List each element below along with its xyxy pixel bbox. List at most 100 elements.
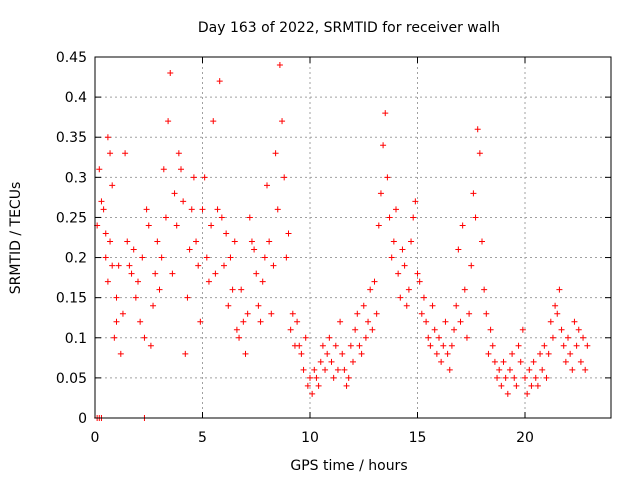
data-point bbox=[388, 254, 395, 261]
data-point bbox=[156, 286, 163, 293]
plot-frame bbox=[94, 56, 612, 419]
data-point bbox=[412, 198, 419, 205]
data-point bbox=[552, 302, 559, 309]
data-point bbox=[577, 358, 584, 365]
data-point bbox=[483, 310, 490, 317]
data-point bbox=[272, 150, 279, 157]
data-point bbox=[438, 358, 445, 365]
data-point bbox=[582, 366, 589, 373]
data-point bbox=[330, 374, 337, 381]
data-point bbox=[145, 222, 152, 229]
data-point bbox=[547, 318, 554, 325]
data-point bbox=[102, 230, 109, 237]
data-point bbox=[229, 286, 236, 293]
data-point bbox=[322, 366, 329, 373]
data-point bbox=[517, 358, 524, 365]
y-axis-label: SRMTID / TECUs bbox=[8, 182, 24, 295]
data-point bbox=[251, 246, 258, 253]
data-point bbox=[382, 110, 389, 117]
data-point bbox=[362, 334, 369, 341]
data-point bbox=[104, 134, 111, 141]
data-point bbox=[496, 366, 503, 373]
y-tick-label: 0.4 bbox=[65, 90, 87, 106]
data-point bbox=[537, 350, 544, 357]
data-point bbox=[334, 366, 341, 373]
data-point bbox=[328, 358, 335, 365]
data-point bbox=[300, 366, 307, 373]
data-point bbox=[403, 302, 410, 309]
data-point bbox=[343, 382, 350, 389]
data-point bbox=[494, 374, 501, 381]
data-point bbox=[524, 390, 531, 397]
data-point bbox=[513, 382, 520, 389]
data-point bbox=[289, 310, 296, 317]
data-point bbox=[96, 166, 103, 173]
data-point bbox=[459, 222, 466, 229]
data-point bbox=[173, 222, 180, 229]
data-point bbox=[195, 262, 202, 269]
data-point bbox=[190, 174, 197, 181]
data-point bbox=[100, 206, 107, 213]
data-point bbox=[193, 238, 200, 245]
data-point bbox=[227, 254, 234, 261]
x-axis-label: GPS time / hours bbox=[290, 458, 407, 474]
data-point bbox=[119, 310, 126, 317]
data-point bbox=[210, 118, 217, 125]
data-point bbox=[360, 302, 367, 309]
data-point bbox=[240, 318, 247, 325]
data-point bbox=[339, 350, 346, 357]
data-point bbox=[466, 310, 473, 317]
data-point bbox=[522, 374, 528, 381]
data-point bbox=[558, 326, 565, 333]
data-point bbox=[451, 326, 458, 333]
data-point bbox=[429, 302, 436, 309]
data-point bbox=[201, 174, 208, 181]
data-point bbox=[98, 198, 105, 205]
data-point bbox=[102, 254, 109, 261]
data-point bbox=[165, 118, 172, 125]
data-point bbox=[167, 70, 174, 77]
data-point bbox=[304, 382, 311, 389]
data-point bbox=[446, 366, 453, 373]
data-point bbox=[350, 358, 356, 365]
data-point bbox=[111, 334, 118, 341]
data-point bbox=[341, 366, 348, 373]
data-point bbox=[562, 358, 569, 365]
data-point bbox=[311, 366, 318, 373]
data-point bbox=[315, 382, 322, 389]
y-tick-label: 0.1 bbox=[65, 331, 87, 347]
y-tick-label: 0 bbox=[78, 411, 87, 427]
data-point bbox=[461, 286, 468, 293]
data-point bbox=[375, 222, 382, 229]
data-point bbox=[137, 318, 144, 325]
data-point bbox=[436, 334, 442, 341]
data-point bbox=[236, 334, 243, 341]
data-point bbox=[205, 278, 212, 285]
data-point bbox=[416, 278, 423, 285]
data-point bbox=[481, 286, 488, 293]
data-point bbox=[128, 270, 135, 277]
x-tick-label: 20 bbox=[516, 430, 534, 446]
data-point bbox=[371, 278, 378, 285]
data-point bbox=[109, 262, 116, 269]
data-point bbox=[152, 270, 159, 277]
data-point bbox=[369, 326, 376, 333]
data-point bbox=[113, 318, 120, 325]
data-point bbox=[264, 182, 270, 189]
data-point bbox=[294, 318, 301, 325]
data-point bbox=[543, 374, 550, 381]
data-point bbox=[268, 310, 275, 317]
data-point bbox=[171, 190, 178, 197]
data-point bbox=[502, 374, 509, 381]
data-point bbox=[147, 342, 154, 349]
data-point bbox=[257, 318, 264, 325]
data-point bbox=[214, 206, 221, 213]
data-point bbox=[221, 262, 227, 269]
data-point bbox=[298, 350, 305, 357]
data-point bbox=[468, 262, 475, 269]
data-point bbox=[455, 246, 462, 253]
x-tick-label: 0 bbox=[91, 430, 100, 446]
y-tick-label: 0.05 bbox=[56, 371, 87, 387]
data-point bbox=[270, 262, 277, 269]
data-point bbox=[463, 334, 470, 341]
